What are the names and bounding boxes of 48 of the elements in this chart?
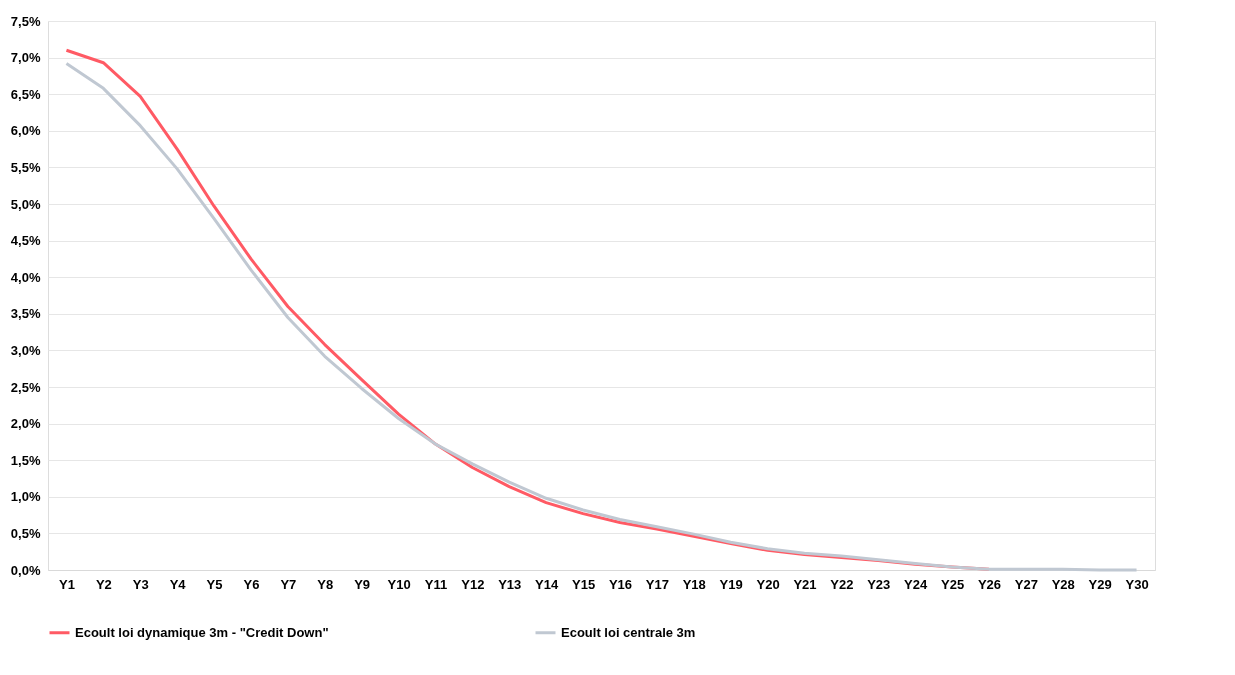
x-tick-label: Y23 — [867, 576, 891, 592]
y-tick-label: 3,0% — [10, 342, 41, 358]
x-tick-label: Y13 — [498, 576, 522, 592]
x-tick-label: Y20 — [756, 576, 780, 592]
y-tick-label: 7,5% — [10, 13, 41, 29]
x-tick-label: Y9 — [354, 576, 371, 592]
y-tick-label: 4,5% — [10, 233, 41, 249]
x-tick-label: Y3 — [132, 576, 149, 592]
y-tick-label: 3,5% — [10, 306, 41, 322]
legend-label: Ecoult loi dynamique 3m - "Credit Down" — [75, 624, 329, 640]
x-tick-label: Y6 — [243, 576, 260, 592]
y-tick-label: 6,0% — [10, 123, 41, 139]
x-tick-label: Y27 — [1014, 576, 1038, 592]
x-tick-label: Y14 — [535, 576, 559, 592]
x-tick-label: Y30 — [1125, 576, 1149, 592]
x-tick-label: Y2 — [95, 576, 112, 592]
y-tick-label: 6,5% — [10, 86, 41, 102]
y-tick-label: 5,0% — [10, 196, 41, 212]
y-tick-label: 1,5% — [10, 452, 41, 468]
x-tick-label: Y7 — [280, 576, 297, 592]
x-tick-label: Y1 — [59, 576, 75, 592]
x-tick-label: Y8 — [317, 576, 334, 592]
y-tick-label: 5,5% — [10, 159, 41, 175]
x-tick-label: Y25 — [940, 576, 965, 592]
x-tick-label: Y22 — [830, 576, 854, 592]
y-tick-label: 7,0% — [10, 50, 41, 66]
x-tick-label: Y21 — [793, 576, 817, 592]
y-tick-label: 2,0% — [10, 416, 41, 432]
x-tick-label: Y4 — [169, 576, 187, 592]
x-tick-label: Y10 — [387, 576, 411, 592]
x-tick-label: Y28 — [1051, 576, 1075, 592]
x-tick-label: Y26 — [977, 576, 1002, 592]
y-tick-label: 0,5% — [10, 525, 41, 541]
x-tick-label: Y15 — [571, 576, 596, 592]
y-tick-label: 4,0% — [10, 269, 41, 285]
x-tick-label: Y5 — [206, 576, 223, 592]
x-tick-label: Y12 — [461, 576, 485, 592]
x-tick-label: Y18 — [682, 576, 706, 592]
y-tick-label: 1,0% — [10, 489, 41, 505]
x-tick-label: Y24 — [904, 576, 928, 592]
x-tick-label: Y29 — [1088, 576, 1112, 592]
x-tick-label: Y16 — [608, 576, 633, 592]
y-tick-label: 2,5% — [10, 379, 41, 395]
x-tick-label: Y11 — [424, 576, 448, 592]
legend-label: Ecoult loi centrale 3m — [561, 624, 696, 640]
y-tick-label: 0,0% — [10, 562, 41, 578]
x-tick-label: Y17 — [645, 576, 669, 592]
x-tick-label: Y19 — [719, 576, 743, 592]
